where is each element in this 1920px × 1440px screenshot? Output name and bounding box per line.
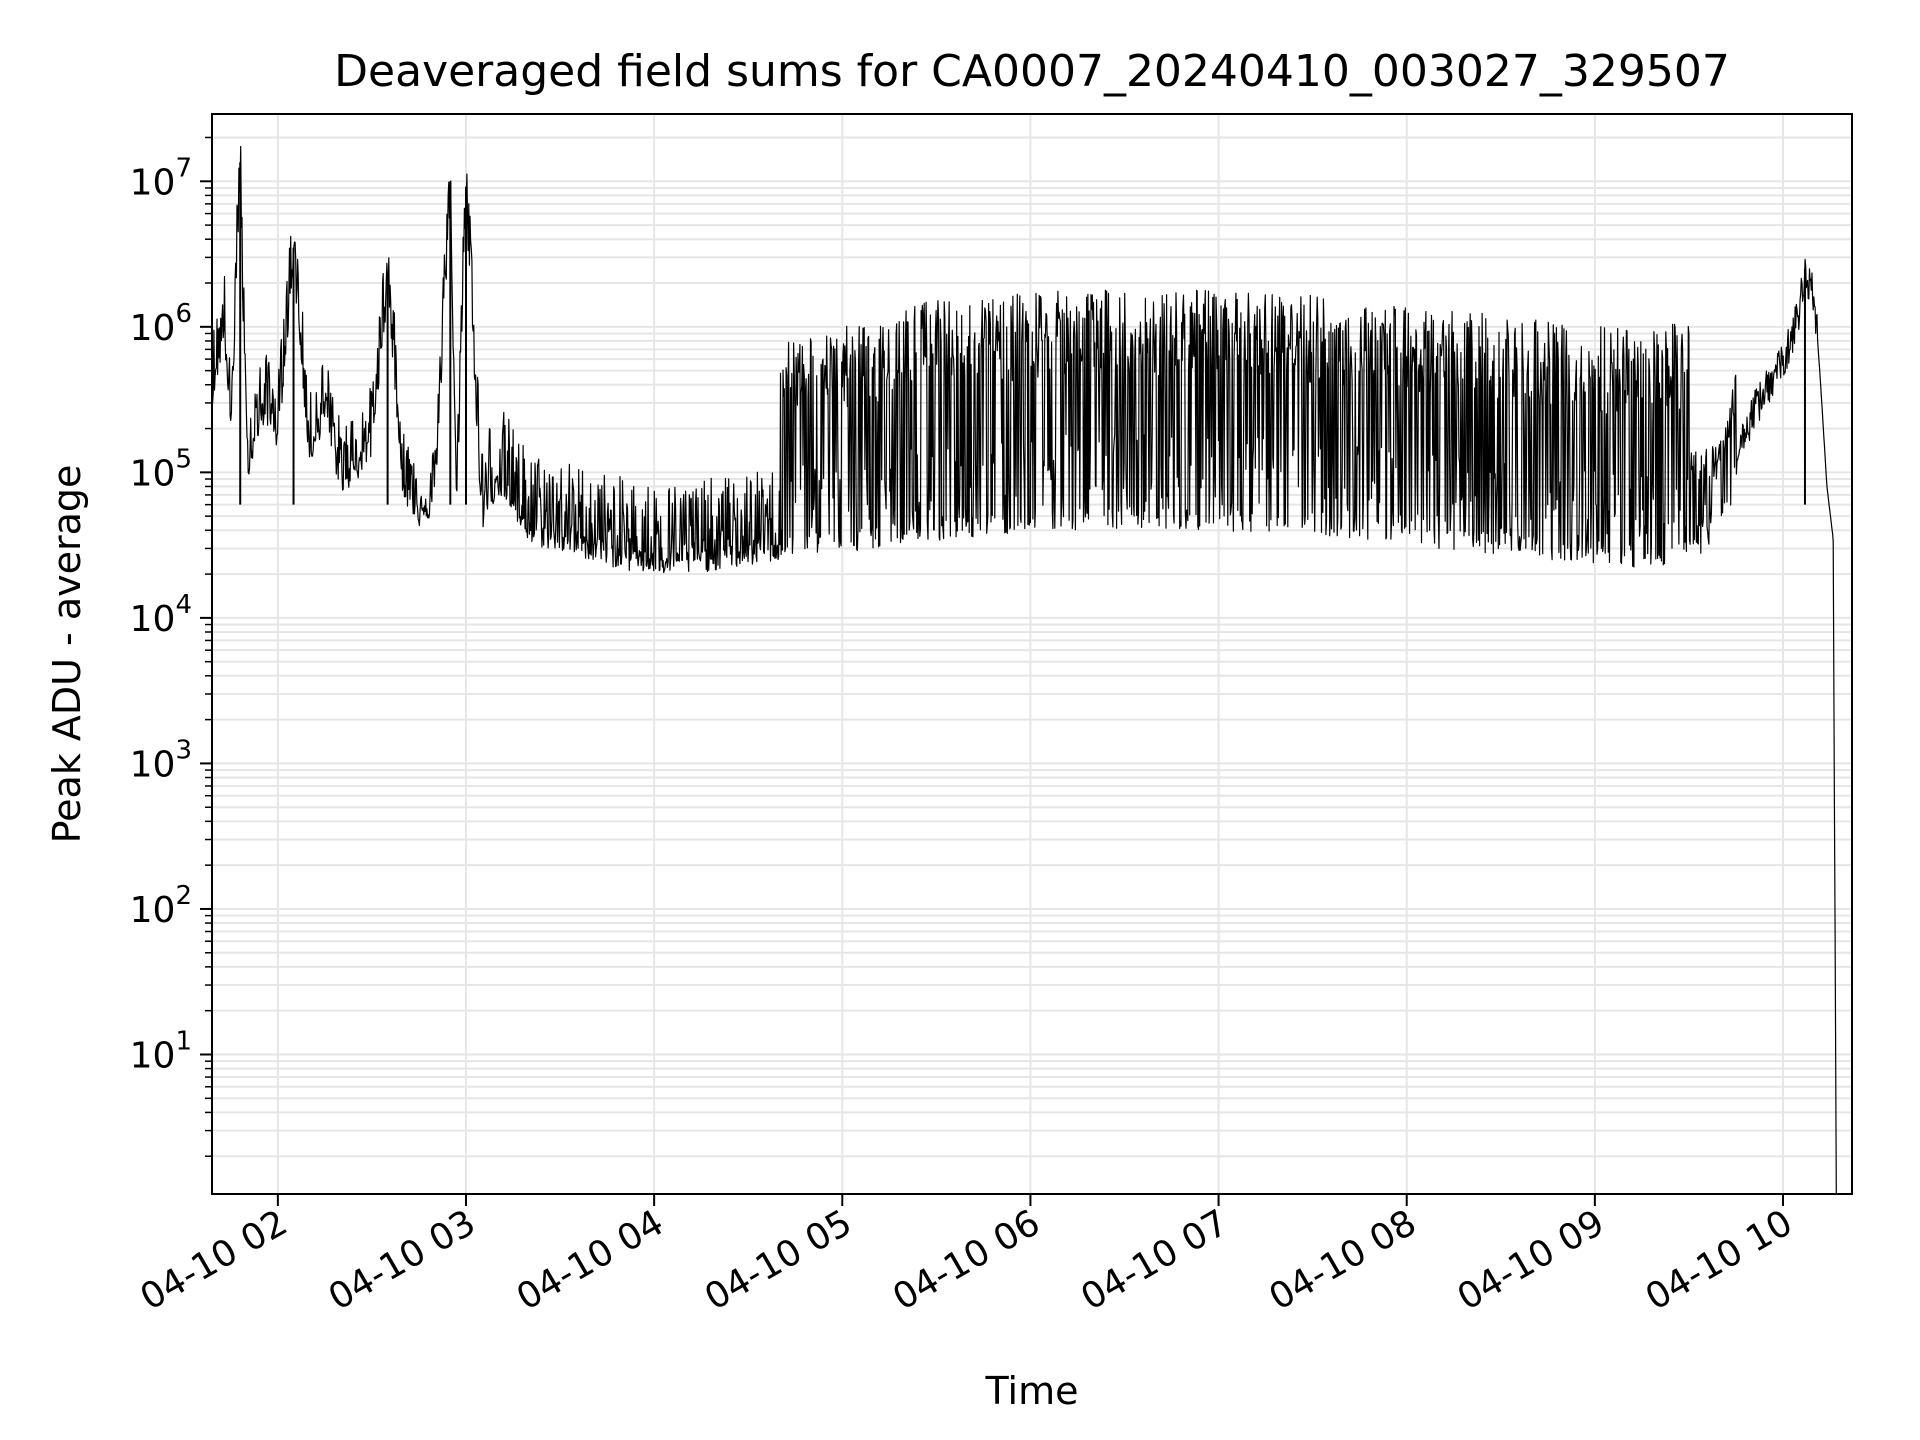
y-axis-label: Peak ADU - average xyxy=(45,465,89,844)
y-tick-label: 107 xyxy=(130,153,192,203)
series-line xyxy=(211,145,1837,1195)
y-tick-label: 106 xyxy=(130,299,192,349)
y-tick-label: 101 xyxy=(130,1026,192,1076)
y-axis: 101 102 103 104 105 106 107 xyxy=(130,136,212,1157)
y-tick-label: 105 xyxy=(130,444,192,494)
y-tick-label: 103 xyxy=(130,735,192,785)
series-group xyxy=(211,145,1837,1195)
plot-frame xyxy=(211,113,1853,1195)
x-axis-label: Time xyxy=(985,1369,1079,1413)
y-tick-label: 104 xyxy=(130,590,192,640)
y-tick-label: 102 xyxy=(130,881,192,931)
chart-title: Deaveraged field sums for CA0007_2024041… xyxy=(334,46,1730,97)
